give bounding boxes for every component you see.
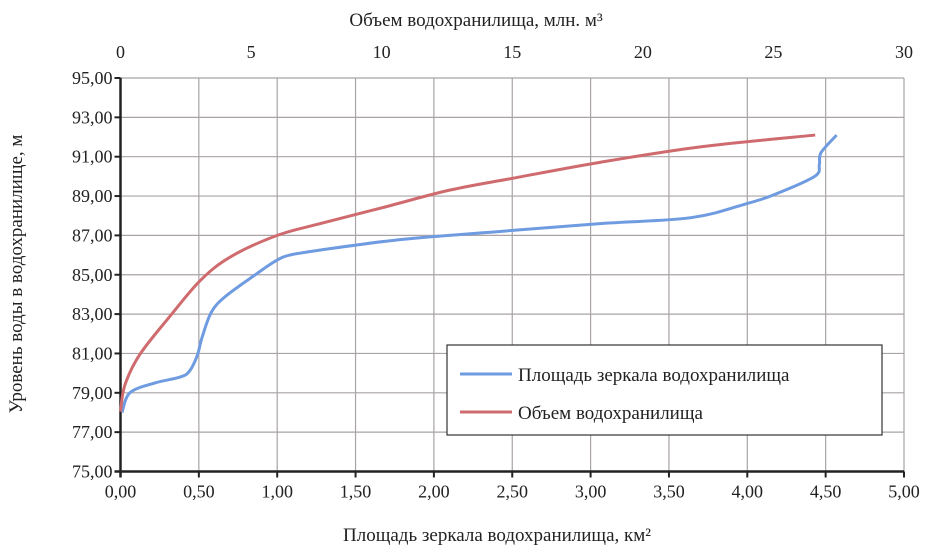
y-tick-label: 85,00	[72, 265, 113, 285]
y-tick-label: 81,00	[72, 343, 113, 363]
y-tick-label: 89,00	[72, 186, 113, 206]
series-line-volume	[119, 133, 816, 412]
y-tick-label: 77,00	[72, 422, 113, 442]
x-tick-label-top: 30	[895, 42, 913, 62]
x-tick-label-bottom: 4,50	[810, 482, 842, 502]
series-lines	[119, 133, 838, 414]
x-axis-top-label: Объем водохранилища, млн. м³	[349, 10, 603, 31]
legend: Площадь зеркала водохранилища Объем водо…	[446, 344, 883, 436]
x-tick-label-top: 5	[247, 42, 256, 62]
x-tick-label-bottom: 5,00	[888, 482, 920, 502]
series-line-area	[120, 134, 838, 414]
y-tick-label: 75,00	[72, 462, 113, 482]
x-tick-label-bottom: 2,50	[497, 482, 529, 502]
x-tick-label-bottom: 0,00	[105, 482, 137, 502]
x-tick-label-top: 15	[503, 42, 521, 62]
y-tick-label: 91,00	[72, 147, 113, 167]
x-tick-label-top: 0	[116, 42, 125, 62]
x-tick-label-top: 20	[634, 42, 652, 62]
x-tick-label-bottom: 4,00	[732, 482, 764, 502]
axes: 75,00 77,00 79,00 81,00 83,00 85,00 87,00 89,00…	[72, 42, 920, 502]
legend-label-volume: Объем водохранилища	[518, 403, 703, 424]
y-tick-label: 93,00	[72, 107, 113, 127]
x-tick-label-bottom: 1,50	[340, 482, 372, 502]
legend-box	[446, 344, 883, 436]
x-tick-label-bottom: 0,50	[183, 482, 215, 502]
y-tick-label: 95,00	[72, 68, 113, 88]
y-tick-label: 87,00	[72, 225, 113, 245]
y-tick-label: 83,00	[72, 304, 113, 324]
y-tick-label: 79,00	[72, 383, 113, 403]
x-tick-label-bottom: 1,00	[261, 482, 293, 502]
x-tick-label-top: 25	[764, 42, 782, 62]
x-tick-label-top: 10	[373, 42, 391, 62]
x-tick-label-bottom: 2,00	[418, 482, 450, 502]
x-tick-label-bottom: 3,50	[653, 482, 685, 502]
y-axis-label: Уровень воды в водохранилище, м	[6, 135, 27, 414]
x-tick-label-bottom: 3,00	[575, 482, 607, 502]
legend-label-area: Площадь зеркала водохранилища	[518, 365, 790, 386]
x-axis-bottom-label: Площадь зеркала водохранилища, км²	[343, 525, 651, 546]
